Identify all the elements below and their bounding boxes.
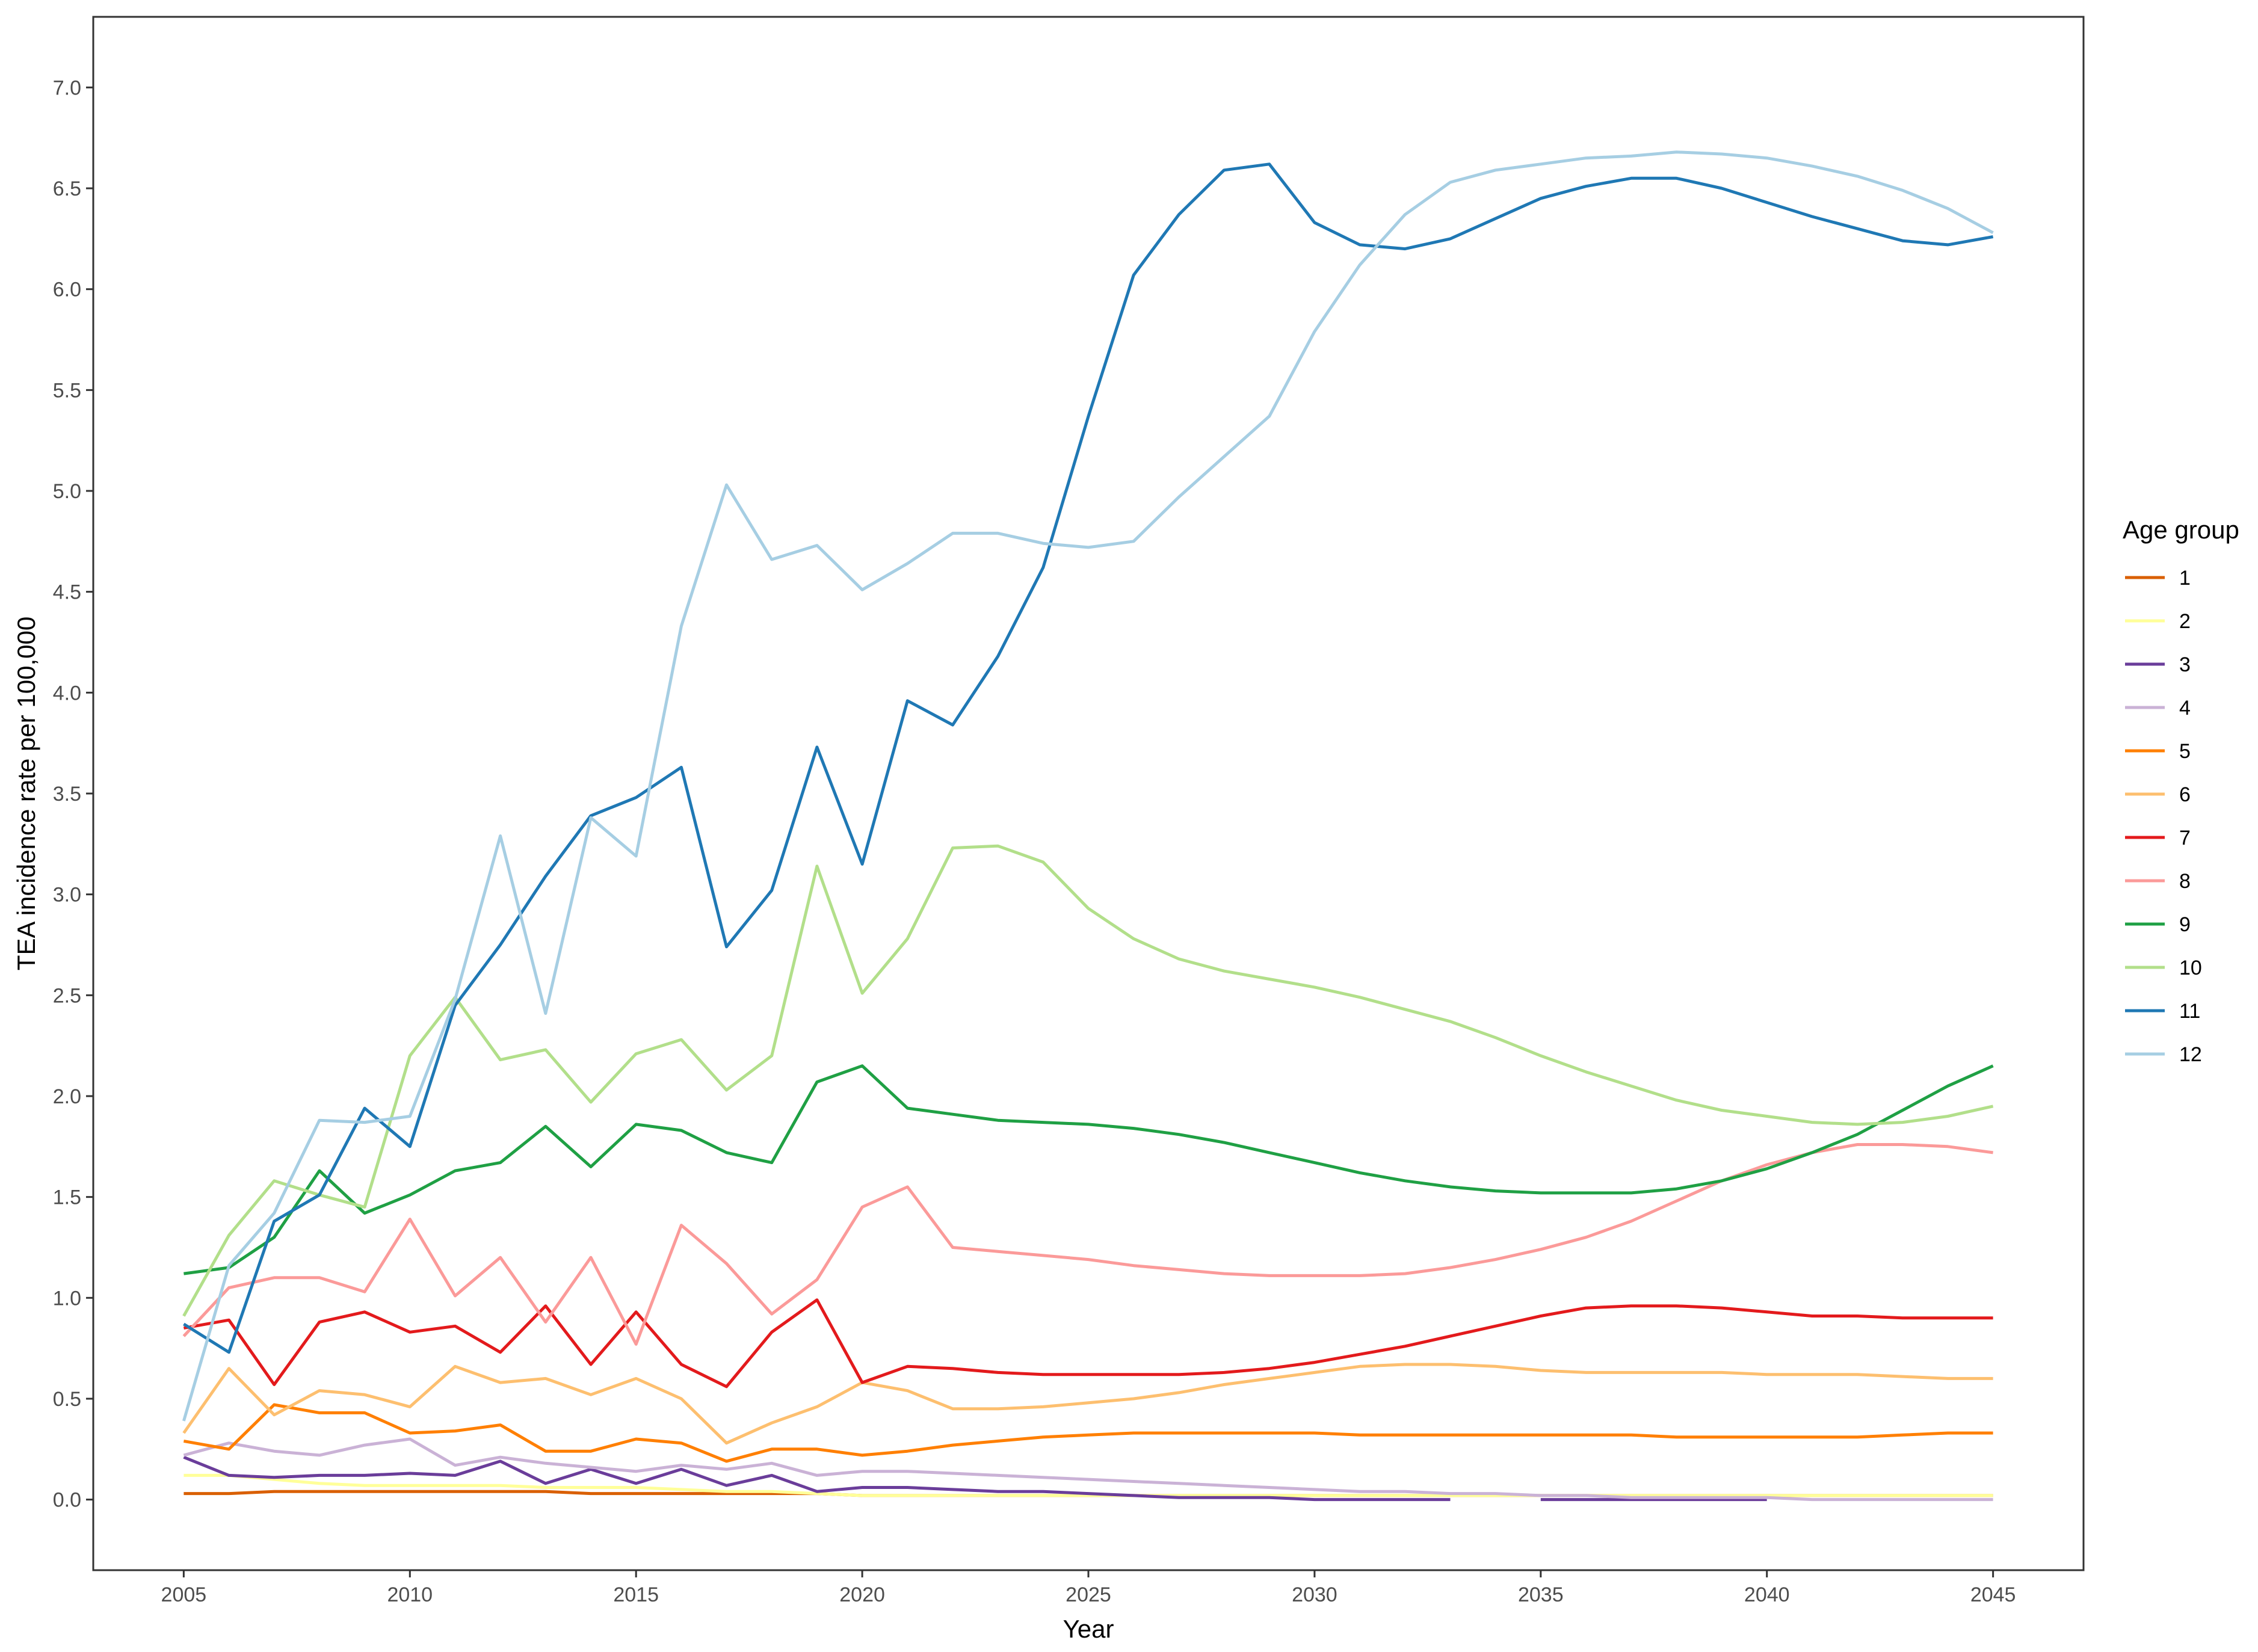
y-tick-label: 1.5 (53, 1186, 81, 1209)
y-tick-label: 0.5 (53, 1388, 81, 1411)
x-tick-label: 2005 (161, 1583, 207, 1606)
x-tick-label: 2025 (1066, 1583, 1111, 1606)
series-line-age-group-12 (182, 150, 1994, 1422)
x-axis-title: Year (1063, 1615, 1114, 1643)
series-line-age-group-11 (183, 162, 1994, 1354)
x-tick-label: 2045 (1970, 1583, 2016, 1606)
series-line-age-group-10 (182, 844, 1994, 1317)
legend-label: 5 (2179, 740, 2191, 763)
series-line-age-group-6 (182, 1363, 1993, 1445)
y-tick-label: 1.0 (53, 1287, 81, 1310)
legend-label: 11 (2179, 1000, 2200, 1023)
legend-label: 3 (2179, 653, 2191, 676)
legend-label: 12 (2179, 1043, 2202, 1066)
y-tick-label: 7.0 (53, 76, 81, 99)
series-line-age-group-7 (183, 1298, 1993, 1388)
y-tick-label: 5.0 (53, 480, 81, 503)
series-lines (182, 150, 1994, 1502)
y-tick-label: 3.5 (53, 783, 81, 806)
y-axis-title: TEA incidence rate per 100,000 (12, 617, 40, 970)
legend-label: 9 (2179, 913, 2191, 936)
y-tick-label: 3.0 (53, 884, 81, 907)
y-tick-label: 4.5 (53, 581, 81, 604)
x-tick-label: 2040 (1744, 1583, 1790, 1606)
series-line-age-group-3 (183, 1455, 1767, 1502)
series-line-age-group-8 (182, 1143, 1993, 1346)
y-tick-label: 4.0 (53, 682, 81, 704)
y-tick-label: 2.0 (53, 1085, 81, 1108)
y-tick-label: 5.5 (53, 379, 81, 402)
legend-label: 4 (2179, 697, 2191, 720)
legend-label: 10 (2179, 957, 2202, 979)
legend-label: 2 (2179, 610, 2191, 633)
series-line-age-group-4 (183, 1437, 1993, 1502)
x-axis: 2005 2010 2015 2020 2025 2030 2035 2040 2045 (161, 1570, 2016, 1606)
legend-title: Age group (2123, 516, 2239, 544)
series-line-age-group-9 (184, 1064, 1994, 1275)
y-tick-label: 2.5 (53, 984, 81, 1007)
legend-label: 7 (2179, 827, 2191, 849)
series-line-age-group-5 (183, 1403, 1993, 1463)
x-tick-label: 2010 (387, 1583, 433, 1606)
legend-label: 8 (2179, 870, 2191, 893)
y-axis: 0.0 0.5 1.0 1.5 2.0 2.5 3.0 3.5 4.0 4.5 5.0 5.5 6.0 6… (53, 76, 93, 1512)
y-tick-label: 0.0 (53, 1489, 81, 1512)
x-tick-label: 2035 (1518, 1583, 1564, 1606)
x-tick-label: 2015 (613, 1583, 659, 1606)
series-line-age-group-2 (184, 1473, 1993, 1497)
legend-label: 1 (2179, 567, 2191, 590)
legend-label: 6 (2179, 783, 2191, 806)
y-tick-label: 6.5 (53, 177, 81, 200)
x-tick-label: 2030 (1292, 1583, 1337, 1606)
x-tick-label: 2020 (839, 1583, 885, 1606)
y-tick-label: 6.0 (53, 279, 81, 301)
